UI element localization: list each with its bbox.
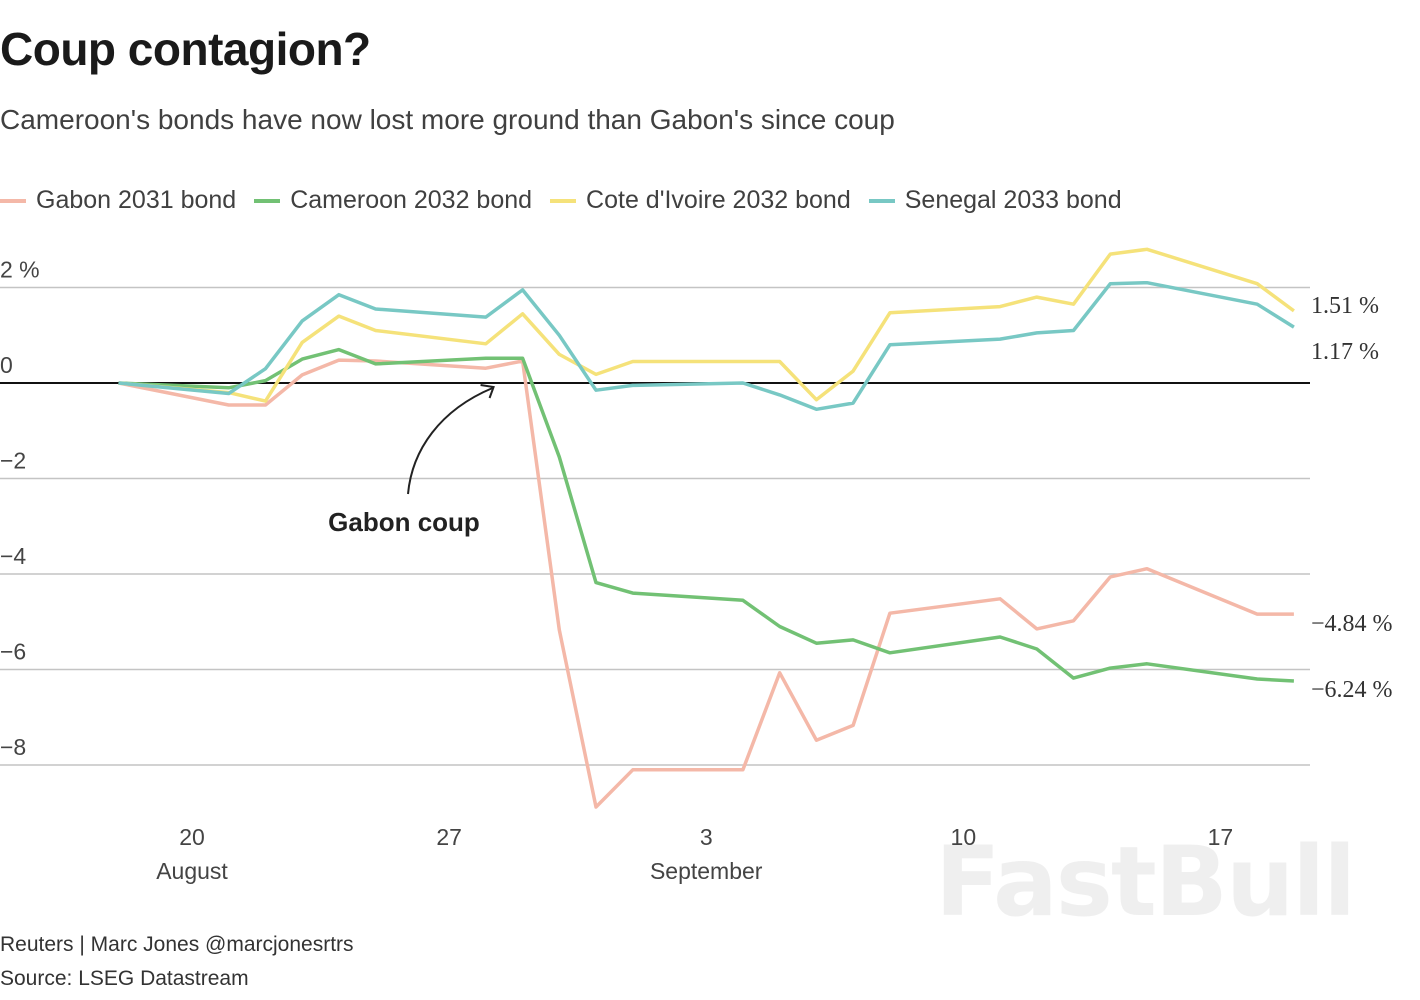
legend-item: Cameroon 2032 bond <box>254 186 532 215</box>
x-tick-label: 27 <box>436 824 462 850</box>
legend-label: Gabon 2031 bond <box>36 186 237 214</box>
y-tick-label: 2 % <box>0 257 40 283</box>
legend-swatch <box>0 198 26 203</box>
chart-subtitle: Cameroon's bonds have now lost more grou… <box>0 104 895 135</box>
y-tick-label: −6 <box>0 639 26 665</box>
x-tick-label: 20 <box>179 824 205 850</box>
legend-swatch <box>254 198 281 203</box>
series-line-gabon-2031-bond <box>118 358 1294 809</box>
y-tick-label: 0 <box>0 352 13 378</box>
legend-label: Cameroon 2032 bond <box>290 186 533 214</box>
x-month-label: August <box>156 858 228 884</box>
series-line-cameroon-2032-bond <box>118 347 1294 683</box>
source: Source: LSEG Datastream <box>0 967 249 990</box>
credit: Reuters | Marc Jones @marcjonesrtrs <box>0 933 354 956</box>
series-line-cote-d-ivoire-2032-bond <box>118 247 1295 403</box>
watermark: FastBull <box>935 826 1356 938</box>
x-month-label: September <box>650 858 763 884</box>
legend-item: Cote d'Ivoire 2032 bond <box>550 186 851 215</box>
end-value-label: 1.51 % <box>1311 293 1379 319</box>
end-value-label: −4.84 % <box>1311 611 1393 637</box>
x-tick-label: 10 <box>951 824 977 850</box>
x-tick-label: 3 <box>700 824 713 850</box>
annotation-arrow <box>407 387 493 495</box>
end-value-label: −6.24 % <box>1311 677 1393 703</box>
legend-item: Senegal 2033 bond <box>868 186 1122 215</box>
legend-swatch <box>550 198 577 203</box>
y-tick-label: −2 <box>0 448 26 474</box>
legend: Gabon 2031 bond Cameroon 2032 bond Cote d'… <box>0 186 1122 215</box>
legend-label: Cote d'Ivoire 2032 bond <box>586 186 851 214</box>
series-line-senegal-2033-bond <box>118 280 1295 412</box>
arrowhead-icon <box>480 384 495 399</box>
x-tick-label: 17 <box>1208 824 1234 850</box>
legend-item: Gabon 2031 bond <box>0 186 236 215</box>
chart-title: Coup contagion? <box>0 23 371 75</box>
annotation-label: Gabon coup <box>328 507 480 537</box>
legend-label: Senegal 2033 bond <box>904 186 1122 214</box>
legend-swatch <box>868 198 895 203</box>
y-tick-label: −8 <box>0 734 26 760</box>
y-tick-label: −4 <box>0 543 26 569</box>
end-value-label: 1.17 % <box>1311 339 1379 365</box>
